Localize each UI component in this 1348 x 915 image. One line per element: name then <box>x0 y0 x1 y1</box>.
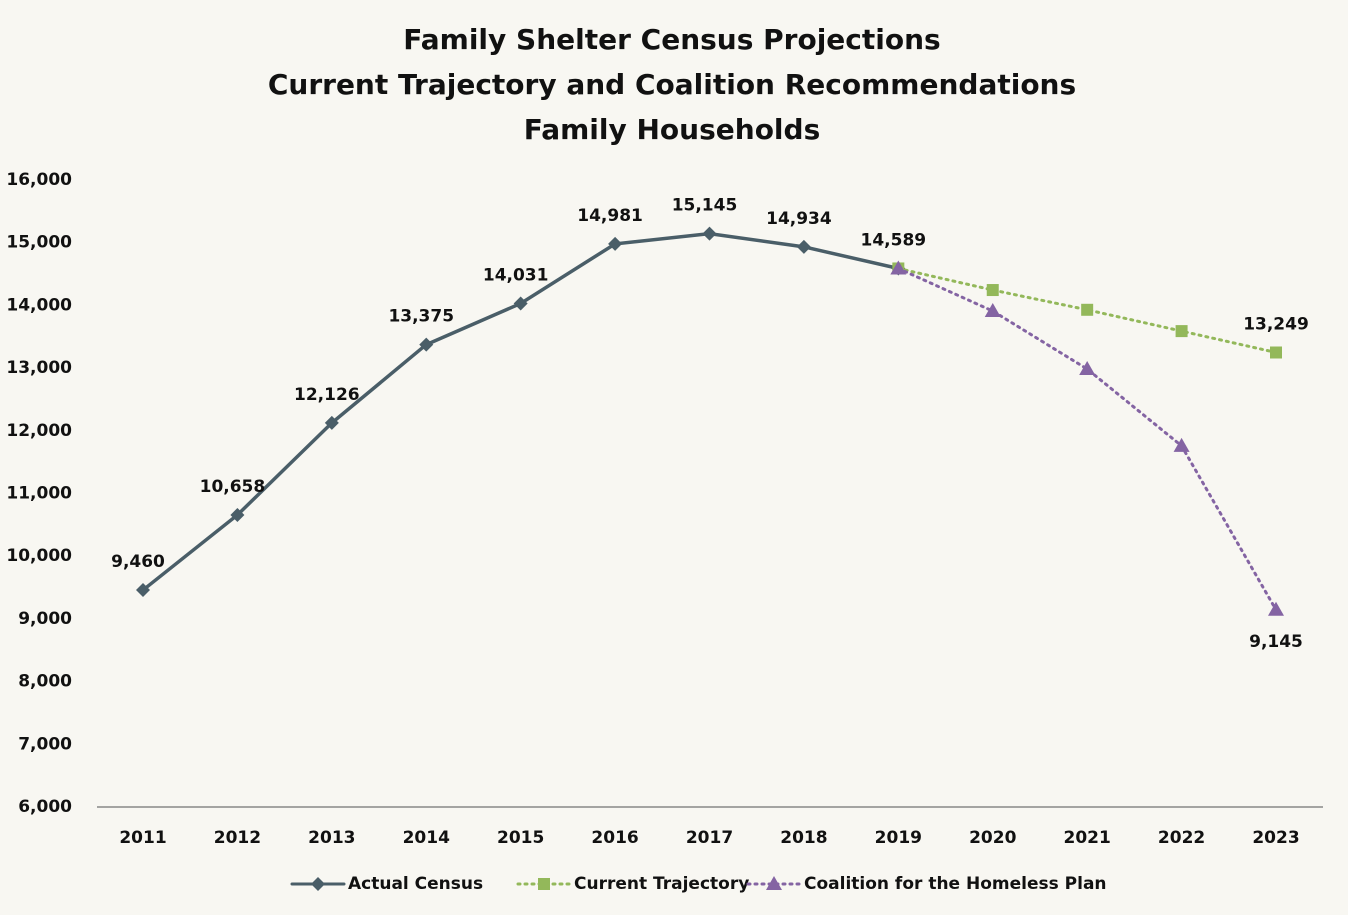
legend-label: Coalition for the Homeless Plan <box>804 874 1107 894</box>
point-marker <box>324 415 339 430</box>
legend-marker <box>766 876 782 890</box>
point-marker <box>136 583 150 598</box>
data-label: 10,658 <box>200 477 266 497</box>
legend-label: Current Trajectory <box>574 874 749 894</box>
x-tick-label: 2023 <box>1252 828 1299 848</box>
legend-marker <box>311 877 325 891</box>
point-marker <box>890 260 907 275</box>
y-tick-label: 6,000 <box>18 797 72 817</box>
data-label: 14,589 <box>861 230 927 250</box>
x-tick-label: 2019 <box>875 828 922 848</box>
x-tick-label: 2020 <box>969 828 1016 848</box>
x-tick-label: 2016 <box>591 828 638 848</box>
data-label: 15,145 <box>672 196 738 216</box>
y-tick-label: 11,000 <box>6 484 72 504</box>
data-label: 14,031 <box>483 265 549 285</box>
point-marker <box>1268 601 1284 616</box>
y-tick-label: 10,000 <box>6 546 72 566</box>
x-tick-label: 2013 <box>308 828 355 848</box>
point-marker <box>513 296 528 311</box>
y-tick-label: 14,000 <box>6 295 72 315</box>
data-label: 12,126 <box>294 385 360 405</box>
x-tick-label: 2021 <box>1064 828 1111 848</box>
x-tick-label: 2018 <box>780 828 827 848</box>
x-tick-label: 2015 <box>497 828 544 848</box>
data-label: 9,145 <box>1249 632 1303 652</box>
point-marker <box>986 284 999 297</box>
legend-marker <box>538 878 550 890</box>
point-marker <box>796 239 811 254</box>
point-marker <box>230 507 245 522</box>
point-marker <box>702 226 717 241</box>
chart-title: Family Households <box>524 113 821 146</box>
series-line <box>896 266 1278 612</box>
point-marker <box>1079 361 1096 376</box>
data-label: 9,460 <box>111 552 165 572</box>
series-line <box>896 266 1278 354</box>
y-tick-label: 9,000 <box>18 609 72 629</box>
data-label: 14,934 <box>766 209 832 229</box>
data-label: 13,375 <box>388 307 454 327</box>
y-tick-label: 12,000 <box>6 421 72 441</box>
point-marker <box>608 236 623 251</box>
point-marker <box>1270 346 1282 359</box>
y-tick-label: 7,000 <box>18 734 72 754</box>
data-label: 13,249 <box>1243 314 1309 334</box>
chart-title: Family Shelter Census Projections <box>403 23 940 56</box>
legend-label: Actual Census <box>348 874 483 894</box>
data-label: 14,981 <box>577 206 643 226</box>
x-tick-label: 2017 <box>686 828 733 848</box>
point-marker <box>1175 325 1188 338</box>
chart-title: Current Trajectory and Coalition Recomme… <box>268 68 1076 101</box>
y-tick-label: 13,000 <box>6 358 72 378</box>
y-tick-label: 8,000 <box>18 672 72 692</box>
x-tick-label: 2012 <box>214 828 261 848</box>
point-marker <box>419 337 434 352</box>
point-marker <box>1081 303 1094 316</box>
y-tick-label: 16,000 <box>6 170 72 190</box>
x-tick-label: 2011 <box>119 828 166 848</box>
point-marker <box>984 303 1001 318</box>
point-marker <box>1173 437 1190 452</box>
y-tick-label: 15,000 <box>6 233 72 253</box>
x-tick-label: 2014 <box>403 828 450 848</box>
x-tick-label: 2022 <box>1158 828 1205 848</box>
